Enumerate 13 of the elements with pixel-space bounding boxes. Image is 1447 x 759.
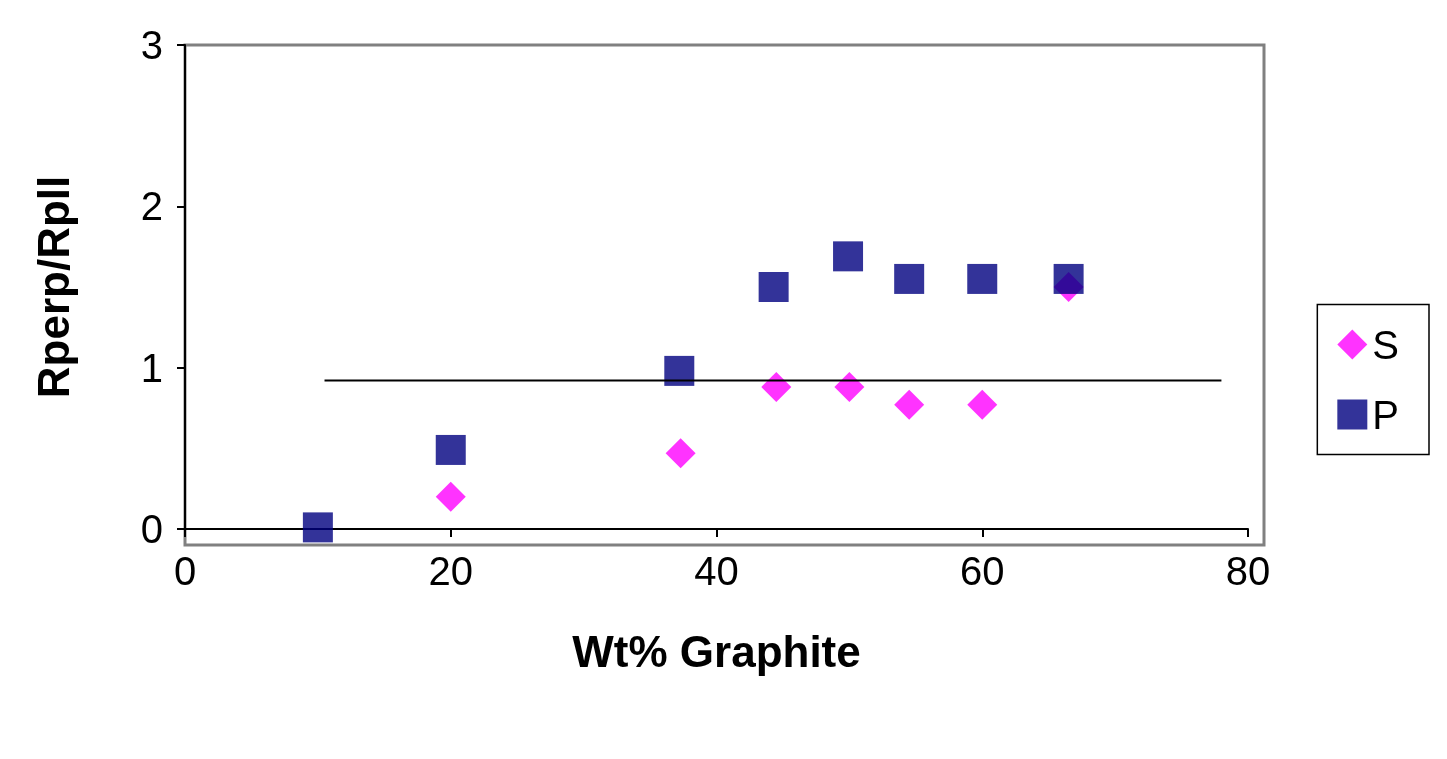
x-tick-label: 60 [960, 549, 1005, 593]
y-tick-label: 0 [140, 507, 163, 551]
x-tick-label: 0 [173, 549, 197, 593]
x-tick-label: 80 [1225, 549, 1271, 593]
x-tick-label: 40 [694, 549, 739, 593]
y-axis-title: Rperp/Rpll [28, 175, 78, 399]
y-tick-label: 2 [140, 184, 163, 229]
legend-label: S [1372, 322, 1400, 367]
legend-label: P [1372, 392, 1400, 437]
y-tick-label: 1 [140, 345, 163, 390]
y-tick-label: 3 [140, 23, 163, 67]
x-tick-label: 20 [428, 549, 473, 593]
x-axis-title: Wt% Graphite [572, 626, 861, 676]
